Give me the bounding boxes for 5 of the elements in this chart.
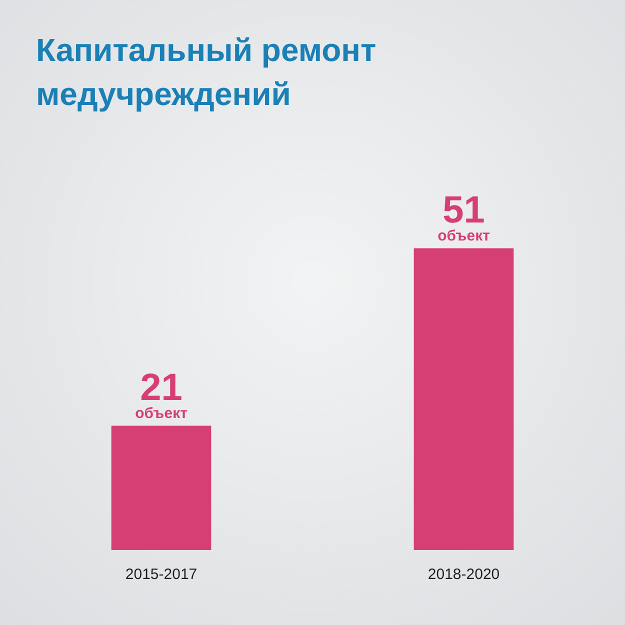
x-tick-label: 2015-2017 <box>125 566 198 584</box>
annotation: объект <box>438 227 490 244</box>
x-tick-label: 2018-2020 <box>428 566 500 584</box>
chart-title: Капитальный ремонт медучреждений <box>36 31 378 114</box>
annotation: объект <box>135 404 188 422</box>
